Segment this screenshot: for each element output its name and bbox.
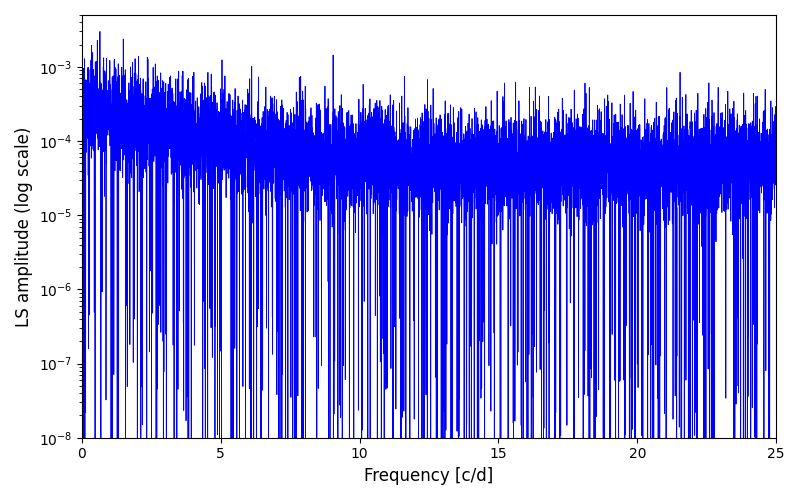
Y-axis label: LS amplitude (log scale): LS amplitude (log scale)	[15, 126, 33, 326]
X-axis label: Frequency [c/d]: Frequency [c/d]	[364, 467, 494, 485]
